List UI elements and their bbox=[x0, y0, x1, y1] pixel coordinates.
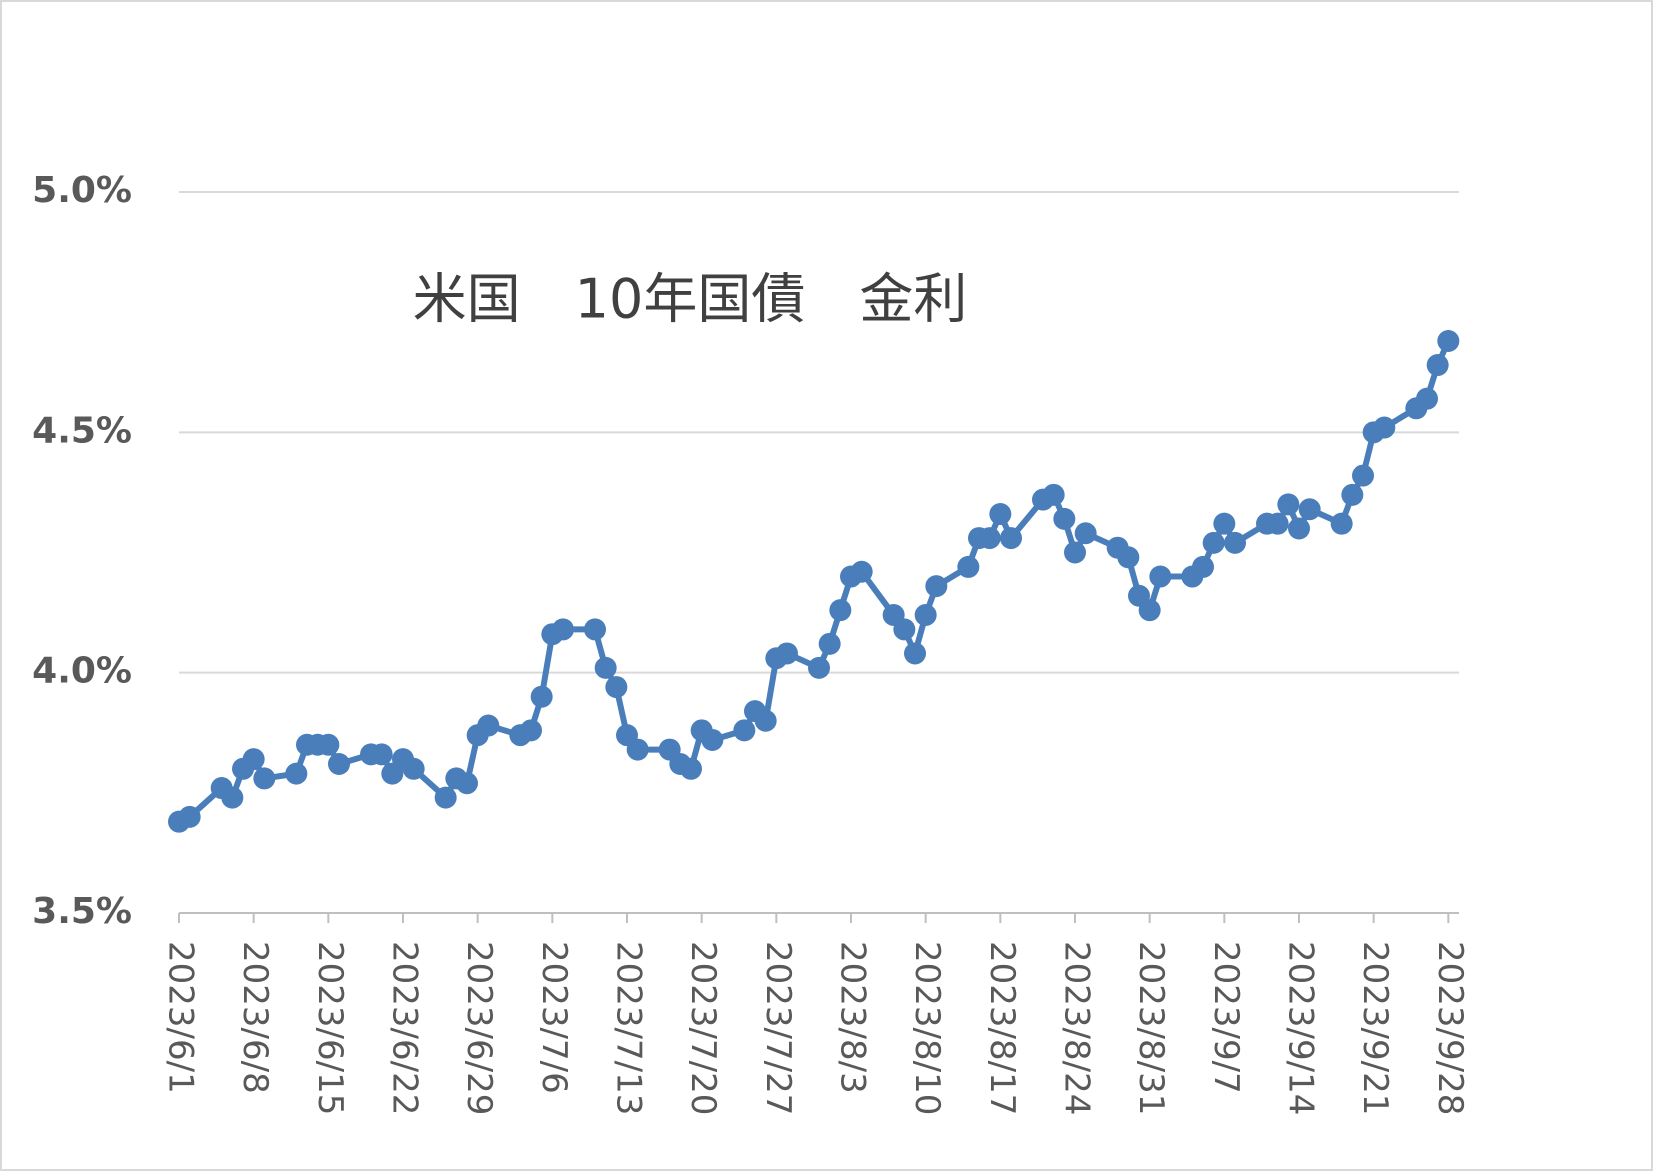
x-tick-label: 2023/8/3 bbox=[833, 941, 873, 1094]
point bbox=[818, 632, 841, 655]
x-tick-label: 2023/8/10 bbox=[907, 941, 947, 1115]
x-tick-label: 2023/9/7 bbox=[1206, 941, 1246, 1094]
point bbox=[594, 656, 617, 679]
point bbox=[1149, 565, 1172, 588]
point bbox=[584, 618, 606, 641]
point bbox=[850, 560, 873, 583]
point bbox=[1192, 555, 1214, 578]
point bbox=[925, 575, 948, 598]
point bbox=[754, 709, 777, 732]
point bbox=[808, 656, 830, 679]
point bbox=[680, 757, 702, 780]
y-tick-label: 3.5% bbox=[32, 891, 132, 932]
point bbox=[626, 738, 649, 761]
point bbox=[1074, 522, 1097, 545]
point bbox=[477, 714, 500, 737]
point bbox=[776, 642, 798, 665]
point bbox=[893, 618, 916, 641]
x-tick-label: 2023/7/6 bbox=[534, 941, 574, 1094]
point bbox=[434, 786, 457, 809]
point bbox=[1053, 507, 1076, 530]
point bbox=[978, 527, 1001, 550]
point bbox=[1277, 493, 1300, 516]
point bbox=[1042, 483, 1065, 506]
point bbox=[904, 642, 926, 665]
point bbox=[1298, 498, 1321, 521]
x-tick-label: 2023/6/22 bbox=[385, 941, 425, 1115]
x-tick-label: 2023/9/28 bbox=[1430, 941, 1470, 1115]
point bbox=[1138, 599, 1161, 622]
x-tick-label: 2023/6/8 bbox=[235, 941, 275, 1094]
point bbox=[914, 603, 937, 626]
chart-title: 米国 10年国債 金利 bbox=[413, 268, 968, 331]
point bbox=[178, 805, 201, 828]
point bbox=[221, 786, 244, 809]
point bbox=[733, 719, 756, 742]
point bbox=[370, 743, 393, 766]
point bbox=[328, 752, 350, 775]
point bbox=[605, 676, 628, 699]
x-tick-label: 2023/6/29 bbox=[459, 941, 499, 1115]
point bbox=[530, 685, 553, 708]
x-tick-label: 2023/6/1 bbox=[161, 941, 201, 1094]
point bbox=[1288, 517, 1310, 540]
x-tick-label: 2023/7/13 bbox=[609, 941, 649, 1115]
point bbox=[520, 719, 542, 742]
x-tick-label: 2023/6/15 bbox=[310, 941, 350, 1115]
point bbox=[1352, 464, 1374, 487]
point bbox=[1416, 387, 1438, 410]
point bbox=[957, 555, 980, 578]
point bbox=[1437, 330, 1460, 353]
point bbox=[701, 728, 724, 751]
point bbox=[242, 748, 265, 771]
point bbox=[1266, 512, 1289, 535]
x-tick-label: 2023/7/27 bbox=[758, 941, 798, 1115]
point bbox=[456, 772, 478, 795]
y-tick-label: 4.5% bbox=[32, 410, 132, 451]
point bbox=[1330, 512, 1353, 535]
point bbox=[1000, 527, 1022, 550]
point bbox=[1341, 483, 1364, 506]
point bbox=[829, 599, 852, 622]
x-tick-label: 2023/8/31 bbox=[1131, 941, 1171, 1115]
x-tick-label: 2023/8/17 bbox=[982, 941, 1022, 1115]
y-tick-label: 5.0% bbox=[32, 170, 132, 211]
point bbox=[1373, 416, 1396, 439]
x-tick-label: 2023/9/21 bbox=[1355, 941, 1395, 1115]
x-tick-label: 2023/9/14 bbox=[1281, 941, 1321, 1115]
y-tick-label: 4.0% bbox=[32, 651, 132, 692]
point bbox=[1202, 531, 1225, 554]
x-tick-label: 2023/7/20 bbox=[683, 941, 723, 1115]
point bbox=[989, 503, 1012, 526]
point bbox=[253, 767, 276, 790]
point bbox=[317, 733, 340, 756]
point bbox=[402, 757, 425, 780]
point bbox=[1426, 354, 1449, 377]
point bbox=[285, 762, 308, 785]
point bbox=[1117, 546, 1140, 569]
point bbox=[1213, 512, 1236, 535]
point bbox=[1224, 531, 1246, 554]
point bbox=[552, 618, 574, 641]
point bbox=[1064, 541, 1086, 564]
x-tick-label: 2023/8/24 bbox=[1057, 941, 1097, 1115]
